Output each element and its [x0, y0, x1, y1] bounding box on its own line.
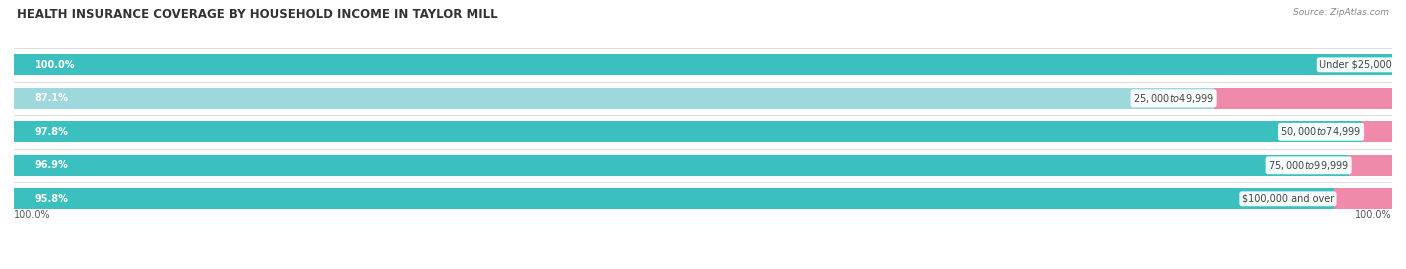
- Bar: [1334, 188, 1392, 209]
- Text: $75,000 to $99,999: $75,000 to $99,999: [1268, 159, 1350, 172]
- Text: $50,000 to $74,999: $50,000 to $74,999: [1281, 125, 1361, 138]
- Bar: [14, 54, 1392, 75]
- Bar: [14, 188, 1392, 209]
- Text: 100.0%: 100.0%: [14, 210, 51, 220]
- Text: $25,000 to $49,999: $25,000 to $49,999: [1133, 92, 1215, 105]
- Bar: [14, 155, 1350, 176]
- Text: 100.0%: 100.0%: [1355, 210, 1392, 220]
- Bar: [14, 121, 1392, 142]
- Text: $100,000 and over: $100,000 and over: [1241, 194, 1334, 204]
- Bar: [14, 155, 1392, 176]
- Text: Under $25,000: Under $25,000: [1319, 60, 1392, 70]
- Bar: [14, 88, 1392, 109]
- Text: 97.8%: 97.8%: [35, 127, 69, 137]
- Text: 96.9%: 96.9%: [35, 160, 69, 170]
- Bar: [1350, 155, 1393, 176]
- Bar: [14, 121, 1361, 142]
- Text: 87.1%: 87.1%: [35, 93, 69, 103]
- Bar: [14, 188, 1334, 209]
- Text: 100.0%: 100.0%: [35, 60, 76, 70]
- Bar: [14, 88, 1215, 109]
- Text: HEALTH INSURANCE COVERAGE BY HOUSEHOLD INCOME IN TAYLOR MILL: HEALTH INSURANCE COVERAGE BY HOUSEHOLD I…: [17, 8, 498, 21]
- Text: 95.8%: 95.8%: [35, 194, 69, 204]
- Bar: [14, 54, 1392, 75]
- Bar: [1361, 121, 1392, 142]
- Bar: [1215, 88, 1392, 109]
- Text: Source: ZipAtlas.com: Source: ZipAtlas.com: [1294, 8, 1389, 17]
